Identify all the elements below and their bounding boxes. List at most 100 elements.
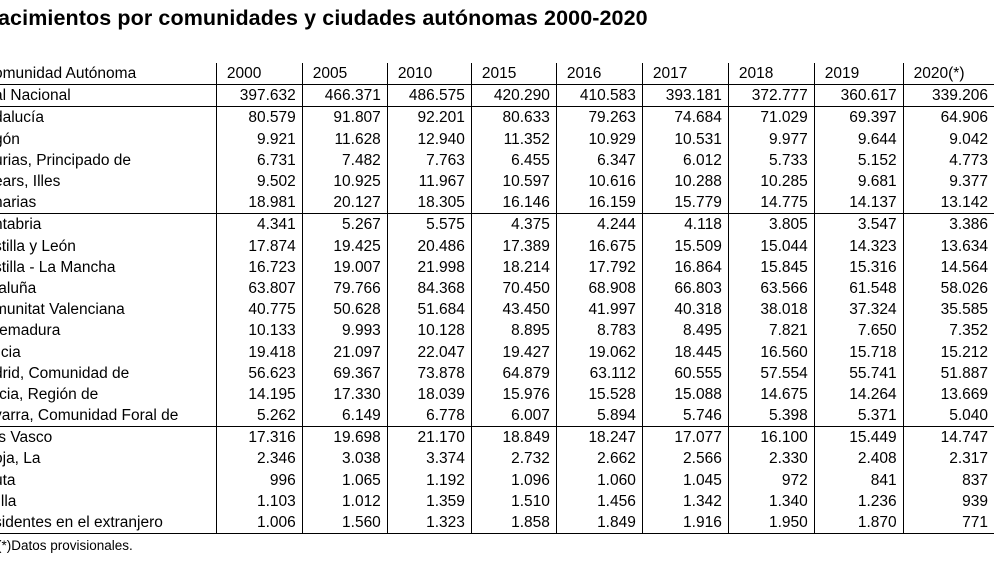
value-cell: 466.371 xyxy=(301,84,388,108)
value-cell: 20.486 xyxy=(386,235,472,257)
value-cell: 1.858 xyxy=(470,511,557,535)
value-cell: 1.359 xyxy=(386,490,472,512)
table-row: al Nacional 397.632 466.371 486.575 420.290 4… xyxy=(0,84,994,108)
value-cell: 80.579 xyxy=(215,106,303,129)
value-cell: 16.864 xyxy=(641,256,729,278)
value-cell: 393.181 xyxy=(641,84,729,108)
region-cell: sidentes en el extranjero xyxy=(0,511,217,535)
value-cell: 69.397 xyxy=(813,106,904,129)
value-cell: 15.976 xyxy=(470,383,557,405)
value-cell: 18.849 xyxy=(470,426,557,449)
table-row: oja, La2.3463.0383.3742.7322.6622.5662.3… xyxy=(0,448,994,470)
value-cell: 64.879 xyxy=(470,362,557,384)
column-header: 2005 xyxy=(301,63,388,86)
value-cell: 9.644 xyxy=(813,128,904,150)
value-cell: 9.921 xyxy=(215,128,303,150)
value-cell: 2.317 xyxy=(902,448,994,470)
table-body: al Nacional 397.632 466.371 486.575 420.290 4… xyxy=(0,84,994,535)
value-cell: 73.878 xyxy=(386,362,472,384)
column-header: 2015 xyxy=(470,63,557,86)
value-cell: 3.386 xyxy=(902,213,994,236)
region-cell: oja, La xyxy=(0,450,41,468)
value-cell: 80.633 xyxy=(470,106,557,129)
value-cell: 15.449 xyxy=(813,426,904,449)
value-cell: 5.152 xyxy=(813,149,904,171)
region-cell: dalucía xyxy=(0,109,44,127)
value-cell: 9.042 xyxy=(902,128,994,150)
value-cell: 1.045 xyxy=(641,469,729,491)
value-cell: 14.775 xyxy=(727,192,815,215)
region-cell: gón xyxy=(0,130,20,148)
value-cell: 16.146 xyxy=(470,192,557,215)
value-cell: 15.316 xyxy=(813,256,904,278)
value-cell: 15.718 xyxy=(813,341,904,363)
value-cell: 13.142 xyxy=(902,192,994,215)
value-cell: 1.849 xyxy=(555,511,643,535)
value-cell: 64.906 xyxy=(902,106,994,129)
value-cell: 972 xyxy=(727,469,815,491)
value-cell: 9.977 xyxy=(727,128,815,150)
value-cell: 7.650 xyxy=(813,320,904,342)
value-cell: 17.330 xyxy=(301,383,388,405)
value-cell: 10.128 xyxy=(386,320,472,342)
value-cell: 1.236 xyxy=(813,490,904,512)
value-cell: 1.103 xyxy=(215,490,303,512)
value-cell: 10.929 xyxy=(555,128,643,150)
value-cell: 5.040 xyxy=(902,405,994,428)
value-cell: 15.845 xyxy=(727,256,815,278)
column-header: 2018 xyxy=(727,63,815,86)
value-cell: 79.766 xyxy=(301,277,388,300)
value-cell: 3.038 xyxy=(301,448,388,470)
value-cell: 5.746 xyxy=(641,405,729,428)
births-table: omunidad Autónoma 2000 2005 2010 2015 20… xyxy=(0,63,994,535)
value-cell: 16.723 xyxy=(215,256,303,278)
value-cell: 771 xyxy=(902,511,994,535)
value-cell: 10.616 xyxy=(555,170,643,193)
value-cell: 19.698 xyxy=(301,426,388,449)
value-cell: 18.039 xyxy=(386,383,472,405)
value-cell: 50.628 xyxy=(301,299,388,321)
value-cell: 4.118 xyxy=(641,213,729,236)
value-cell: 4.341 xyxy=(215,213,303,236)
value-cell: 1.192 xyxy=(386,469,472,491)
value-cell: 13.669 xyxy=(902,383,994,405)
value-cell: 22.047 xyxy=(386,341,472,363)
value-cell: 1.012 xyxy=(301,490,388,512)
value-cell: 11.352 xyxy=(470,128,557,150)
value-cell: 18.445 xyxy=(641,341,729,363)
value-cell: 1.323 xyxy=(386,511,472,535)
value-cell: 69.367 xyxy=(301,362,388,384)
value-cell: 5.575 xyxy=(386,213,472,236)
value-cell: 63.112 xyxy=(555,362,643,384)
value-cell: 6.731 xyxy=(215,149,303,171)
value-cell: 15.088 xyxy=(641,383,729,405)
value-cell: 17.792 xyxy=(555,256,643,278)
table-row: remadura 10.133 9.993 10.128 8.895 8.783 8.495… xyxy=(0,320,994,342)
table-row: stilla - La Mancha 16.723 19.007 21.998 18.2… xyxy=(0,256,994,278)
value-cell: 79.263 xyxy=(555,106,643,129)
value-cell: 14.675 xyxy=(727,383,815,405)
value-cell: 339.206 xyxy=(902,84,994,108)
value-cell: 18.214 xyxy=(470,256,557,278)
value-cell: 56.623 xyxy=(215,362,303,384)
value-cell: 10.925 xyxy=(301,170,388,193)
value-cell: 5.398 xyxy=(727,405,815,428)
value-cell: 40.318 xyxy=(641,299,729,321)
value-cell: 996 xyxy=(215,469,303,491)
value-cell: 410.583 xyxy=(555,84,643,108)
value-cell: 17.316 xyxy=(215,426,303,449)
value-cell: 37.324 xyxy=(813,299,904,321)
header-row: omunidad Autónoma 2000 2005 2010 2015 20… xyxy=(0,63,994,86)
table-row: taluña 63.80779.76684.36870.45068.90866.8… xyxy=(0,277,994,300)
value-cell: 9.377 xyxy=(902,170,994,193)
value-cell: 10.288 xyxy=(641,170,729,193)
value-cell: 41.997 xyxy=(555,299,643,321)
value-cell: 16.100 xyxy=(727,426,815,449)
region-cell: munitat Valenciana xyxy=(0,301,125,319)
table-title: acimientos por comunidades y ciudades au… xyxy=(0,6,648,30)
value-cell: 19.427 xyxy=(470,341,557,363)
value-cell: 2.408 xyxy=(813,448,904,470)
region-cell: drid, Comunidad de xyxy=(0,364,130,382)
value-cell: 60.555 xyxy=(641,362,729,384)
value-cell: 10.597 xyxy=(470,170,557,193)
